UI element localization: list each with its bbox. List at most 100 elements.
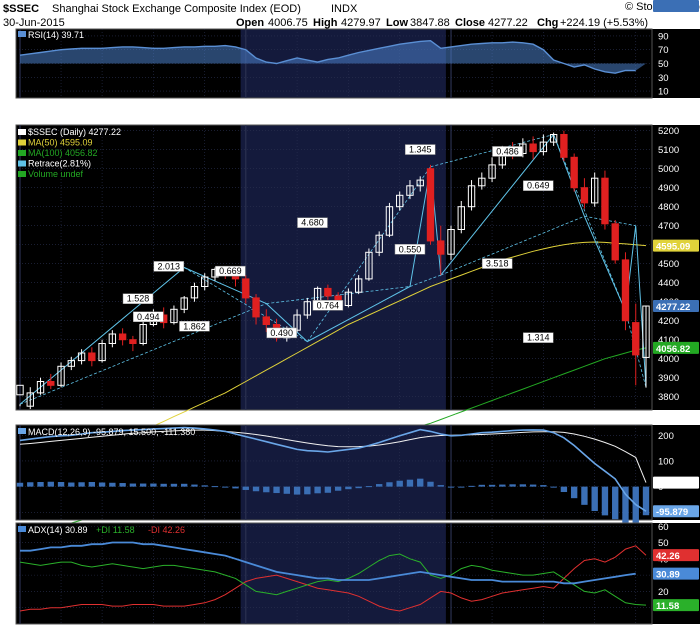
bottom-x-label: 8 xyxy=(489,628,494,639)
price-x-label: 25 xyxy=(394,413,405,424)
candle-body xyxy=(354,278,363,293)
rsi-legend: RSI(14) 39.71 xyxy=(28,30,84,40)
retrace-annotation: 0.486 xyxy=(496,146,519,156)
macd-histogram-bar xyxy=(160,483,167,487)
candle-body xyxy=(467,185,476,208)
macd-histogram-bar xyxy=(447,486,455,488)
macd-histogram-bar xyxy=(560,486,568,493)
ma100-last-tag-bg xyxy=(653,341,699,354)
retrace-annotation-bg xyxy=(153,261,185,272)
macd-histogram-bar xyxy=(550,486,557,488)
chg-value: +224.19 (+5.53%) xyxy=(560,17,648,29)
retrace-annotation: 0.550 xyxy=(399,244,422,254)
macd-histogram-bar xyxy=(27,482,34,487)
candle-body xyxy=(426,168,435,242)
price-x-label: 15 xyxy=(538,413,549,424)
macd-tick-label: 200 xyxy=(658,431,674,442)
macd-histogram-bar xyxy=(406,479,414,487)
macd-histogram-bar xyxy=(37,482,44,487)
macd-histogram-bar xyxy=(622,486,629,530)
price-tick-label: 5100 xyxy=(658,145,679,156)
rsi-tick-label: 70 xyxy=(658,45,669,56)
candle-body xyxy=(47,381,55,386)
retrace-connector xyxy=(409,274,441,287)
retrace-annotation-bg xyxy=(266,327,297,339)
ma50-last-tag: 4595.09 xyxy=(656,242,690,253)
macd-legend: MACD(12,26,9) -95.879, 15.500, -111.380 xyxy=(28,427,195,437)
macd-histogram-bar xyxy=(109,482,116,487)
candle-body xyxy=(396,194,404,208)
candle-body xyxy=(180,297,188,310)
price-x-label: 23 xyxy=(589,413,600,424)
macd-histogram-bar xyxy=(119,483,126,487)
bottom-x-label: 18 xyxy=(343,628,354,639)
bottom-x-label: 20 xyxy=(148,628,159,639)
high-label: High xyxy=(313,17,338,29)
candle-body xyxy=(642,305,650,358)
price-legend-entry: $SSEC (Daily) 4277.22 xyxy=(28,127,121,137)
ma100-last-tag: 4056.82 xyxy=(656,344,690,355)
macd-histogram-bar xyxy=(427,481,434,487)
retrace-annotation: 0.490 xyxy=(270,328,293,338)
retrace-annotation-bg xyxy=(481,258,513,269)
macd-histogram-bar xyxy=(252,486,260,492)
price-tick-label: 4200 xyxy=(658,316,679,327)
macd-histogram-bar xyxy=(601,486,609,516)
retrace-annotation-bg xyxy=(492,146,523,157)
macd-histogram-bar xyxy=(222,486,229,488)
candle-body xyxy=(344,291,353,307)
open-label: Open xyxy=(236,17,264,29)
candle-body xyxy=(385,206,394,236)
macd-histogram-bar xyxy=(293,486,301,495)
retrace-annotation: 4.680 xyxy=(301,218,324,228)
price-last-tag: 4277.22 xyxy=(656,302,690,313)
candle-body xyxy=(621,259,630,322)
candle-body xyxy=(57,365,65,386)
rsi-tick-label: 50 xyxy=(658,59,669,70)
price-x-label: 27 xyxy=(199,413,210,424)
macd-histogram-bar xyxy=(570,486,578,499)
rsi-tick-label: 10 xyxy=(658,87,669,98)
adx-legend: ADX(14) 30.89 xyxy=(28,525,88,535)
bottom-x-label: 23 xyxy=(589,628,600,639)
price-x-label: 11 xyxy=(292,413,303,424)
price-band-may xyxy=(240,125,446,410)
retrace-connector xyxy=(183,267,308,342)
bottom-x-label: Jun xyxy=(453,628,470,639)
candle-body xyxy=(601,177,609,225)
rsi-axis-strip xyxy=(652,29,700,98)
candle-body xyxy=(170,308,178,324)
price-legend-swatch xyxy=(18,160,26,167)
retrace-annotation: 0.764 xyxy=(317,300,340,310)
macd-histogram-bar xyxy=(612,486,619,520)
candle-body xyxy=(478,177,486,187)
adx-tick-label: 50 xyxy=(658,538,669,549)
macd-line xyxy=(19,426,647,512)
candle-body xyxy=(26,392,34,407)
price-x-label: Apr xyxy=(22,413,39,424)
date-label: 30-Jun-2015 xyxy=(3,17,65,29)
price-legend-entry: MA(50) 4595.09 xyxy=(28,138,93,148)
price-x-label: 20 xyxy=(148,413,159,424)
retrace-annotation: 1.314 xyxy=(527,333,550,343)
price-tick-label: 3800 xyxy=(658,392,679,403)
candle-body xyxy=(303,301,312,316)
price-tick-label: 3900 xyxy=(658,373,679,384)
adx-tick-label: 20 xyxy=(658,587,669,598)
candle-body xyxy=(293,314,301,331)
macd-histogram-bar xyxy=(519,484,527,487)
macd-histogram-bar xyxy=(304,486,311,495)
macd-histogram-bar xyxy=(642,486,650,516)
candle-body xyxy=(580,187,589,204)
bottom-x-label: 11 xyxy=(292,628,303,639)
retrace-annotation: 1.862 xyxy=(183,321,206,331)
macd-histogram-bar xyxy=(57,482,65,487)
price-legend-entry: Volume undef xyxy=(28,169,84,179)
price-x-label: Jun xyxy=(453,413,470,424)
macd-histogram-bar xyxy=(283,486,291,494)
retrace-annotation: 1.528 xyxy=(127,294,150,304)
macd-histogram-bar xyxy=(581,486,588,505)
macd-histogram-bar xyxy=(324,486,332,493)
plusdi-last-tag-bg xyxy=(653,599,699,612)
